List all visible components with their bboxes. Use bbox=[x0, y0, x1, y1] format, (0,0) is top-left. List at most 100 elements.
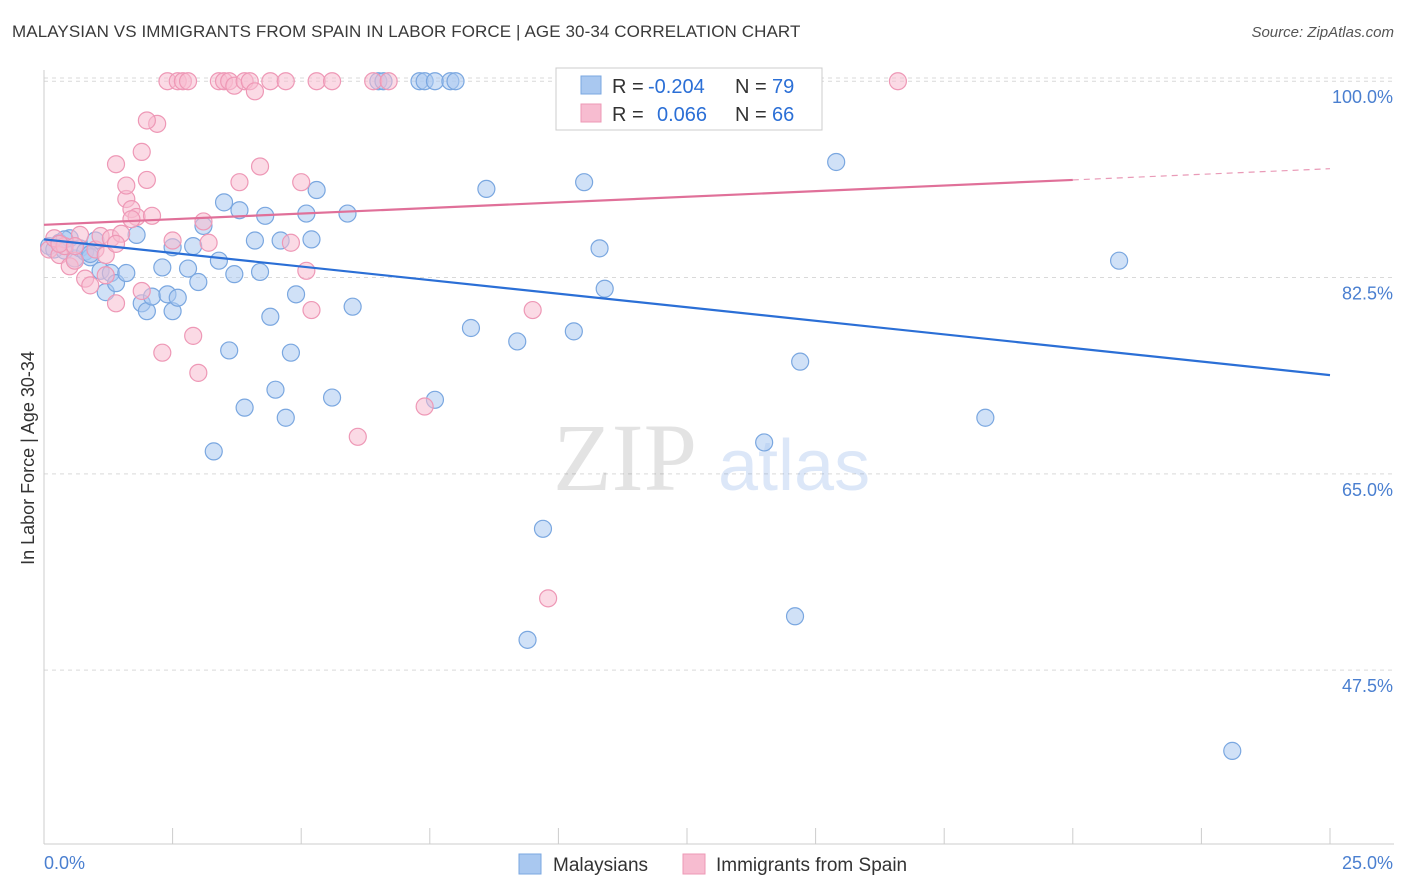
legend-r-label-pink: R = bbox=[612, 104, 644, 126]
grid-lines bbox=[44, 77, 1394, 671]
spain-point bbox=[888, 72, 908, 91]
malaysians-trend-line bbox=[43, 238, 1331, 377]
watermark: ZIP atlas bbox=[553, 404, 870, 511]
legend-n-value-blue: 79 bbox=[772, 76, 794, 98]
spain-point bbox=[194, 212, 213, 231]
legend-r-label-blue: R = bbox=[612, 76, 644, 98]
y-tick-label: 65.0% bbox=[1342, 480, 1393, 500]
spain-point bbox=[307, 72, 326, 91]
malaysians-point bbox=[1109, 251, 1129, 270]
spain-point bbox=[539, 589, 558, 608]
spain-point bbox=[250, 157, 270, 176]
bottom-legend-blue-swatch bbox=[518, 853, 542, 875]
malaysians-point bbox=[204, 442, 223, 461]
malaysians-point bbox=[827, 152, 846, 172]
malaysians-point bbox=[220, 341, 239, 360]
malaysians-point bbox=[791, 352, 810, 371]
spain-point bbox=[137, 170, 156, 190]
legend-blue-swatch bbox=[580, 75, 602, 95]
spain-point bbox=[132, 142, 151, 161]
malaysians-point bbox=[178, 259, 198, 278]
spain-point bbox=[184, 326, 203, 345]
legend-n-label-pink: N = bbox=[735, 104, 767, 126]
malaysians-point bbox=[425, 72, 445, 91]
malaysians-point bbox=[189, 272, 208, 292]
spain-point bbox=[364, 72, 383, 91]
spain-point bbox=[178, 72, 198, 91]
spain-points bbox=[40, 72, 908, 608]
malaysians-point bbox=[281, 343, 301, 362]
spain-point bbox=[348, 427, 367, 446]
malaysians-point bbox=[235, 398, 254, 417]
spain-point bbox=[297, 261, 316, 280]
tick-labels: 47.5% 65.0% 82.5% 100.0% 0.0% 25.0% bbox=[44, 87, 1393, 873]
malaysians-point bbox=[518, 630, 537, 649]
spain-point bbox=[153, 343, 172, 362]
malaysians-point bbox=[343, 297, 362, 316]
spain-trend-line bbox=[43, 178, 1073, 226]
malaysians-point bbox=[245, 231, 265, 250]
malaysians-point bbox=[153, 258, 172, 277]
spain-point bbox=[65, 237, 84, 256]
y-tick-label: 82.5% bbox=[1342, 284, 1393, 304]
spain-point bbox=[261, 72, 280, 91]
y-tick-label: 47.5% bbox=[1342, 676, 1393, 696]
spain-point bbox=[245, 82, 265, 101]
malaysians-point bbox=[117, 263, 136, 283]
correlation-legend: R = -0.204 N = 79 R = 0.066 N = 66 bbox=[555, 67, 823, 131]
spain-point bbox=[302, 300, 321, 320]
malaysians-point bbox=[266, 380, 285, 399]
malaysians-point bbox=[127, 225, 146, 244]
malaysians-point bbox=[755, 433, 774, 452]
malaysians-point bbox=[595, 279, 614, 298]
spain-point bbox=[189, 363, 208, 382]
spain-point bbox=[415, 397, 434, 416]
malaysians-point bbox=[575, 173, 594, 192]
malaysians-point bbox=[230, 201, 249, 220]
y-tick-label: 100.0% bbox=[1332, 87, 1393, 107]
spain-point bbox=[132, 281, 151, 301]
malaysians-point bbox=[286, 285, 306, 304]
spain-trend-extension bbox=[1072, 168, 1331, 181]
malaysians-point bbox=[225, 265, 244, 284]
malaysians-point bbox=[461, 318, 481, 338]
legend-pink-swatch bbox=[580, 103, 602, 123]
spain-point bbox=[322, 72, 342, 91]
spain-point bbox=[106, 234, 126, 253]
malaysians-point bbox=[307, 180, 326, 200]
malaysians-point bbox=[338, 204, 357, 223]
spain-point bbox=[276, 72, 295, 91]
y-axis-title: In Labor Force | Age 30-34 bbox=[18, 351, 38, 565]
malaysians-point bbox=[533, 519, 553, 538]
x-tick-label-end: 25.0% bbox=[1342, 853, 1393, 873]
malaysians-point bbox=[1223, 741, 1242, 760]
legend-n-label-blue: N = bbox=[735, 76, 767, 98]
spain-point bbox=[379, 72, 398, 91]
spain-point bbox=[163, 231, 182, 250]
spain-point bbox=[281, 233, 301, 252]
malaysians-point bbox=[590, 239, 609, 258]
legend-r-value-blue: -0.204 bbox=[648, 76, 705, 98]
trend-lines bbox=[43, 168, 1331, 377]
bottom-legend-pink-swatch bbox=[682, 853, 706, 875]
watermark-zip: ZIP bbox=[553, 404, 697, 511]
spain-point bbox=[137, 111, 156, 130]
spain-point bbox=[106, 155, 126, 174]
malaysians-point bbox=[477, 179, 496, 199]
malaysians-point bbox=[214, 193, 234, 212]
axes bbox=[43, 70, 1394, 845]
malaysians-point bbox=[322, 388, 342, 407]
watermark-atlas: atlas bbox=[718, 426, 870, 506]
bottom-legend-malaysians: Malaysians bbox=[553, 855, 648, 876]
spain-point bbox=[122, 210, 141, 229]
spain-point bbox=[292, 173, 311, 192]
malaysians-point bbox=[302, 230, 321, 249]
bottom-legend-spain: Immigrants from Spain bbox=[716, 855, 907, 876]
malaysians-point bbox=[261, 307, 280, 326]
series-legend: Malaysians Immigrants from Spain bbox=[518, 853, 907, 876]
malaysians-point bbox=[184, 237, 203, 256]
spain-point bbox=[230, 173, 249, 192]
malaysians-point bbox=[785, 607, 805, 626]
spain-point bbox=[81, 276, 100, 295]
